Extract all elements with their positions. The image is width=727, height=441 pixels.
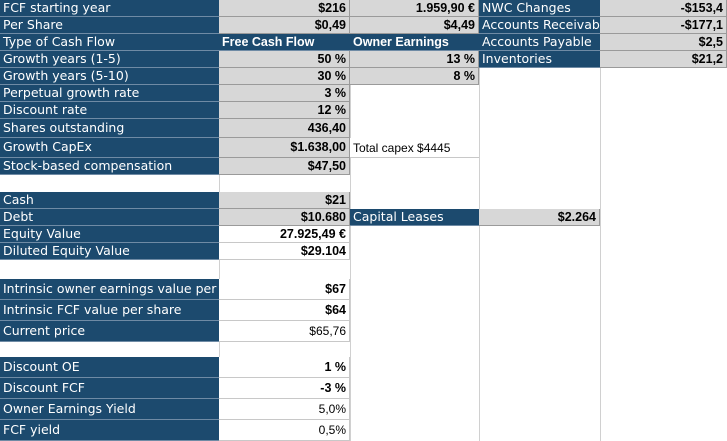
value-cash-flow-type[interactable]: Free Cash Flow	[219, 34, 350, 51]
value-discount-oe: 1 %	[219, 357, 350, 378]
value-intrinsic-oe: $67	[219, 279, 350, 300]
value-per-share[interactable]: $0,49	[219, 17, 350, 34]
label-debt: Debt	[0, 209, 219, 226]
capex-note: Total capex $4445	[350, 138, 479, 158]
value-intrinsic-fcf: $64	[219, 300, 350, 321]
label-discount-oe: Discount OE	[0, 357, 219, 378]
label-perpetual-growth: Perpetual growth rate	[0, 85, 219, 102]
value-nwc-changes[interactable]: -$153,4	[600, 0, 727, 17]
label-diluted-equity-value: Diluted Equity Value	[0, 243, 219, 260]
label-discount-rate: Discount rate	[0, 102, 219, 119]
label-capital-leases: Capital Leases	[350, 209, 479, 226]
label-cash: Cash	[0, 192, 219, 209]
value-diluted-equity-value: $29.104	[219, 243, 350, 260]
label-sbc: Stock-based compensation	[0, 158, 219, 175]
value-growth-capex[interactable]: $1.638,00	[219, 138, 350, 158]
value-equity-value: 27.925,49 €	[219, 226, 350, 243]
label-nwc-changes: NWC Changes	[479, 0, 600, 17]
label-current-price: Current price	[0, 321, 219, 342]
value-discount-fcf: -3 %	[219, 378, 350, 399]
value-sbc[interactable]: $47,50	[219, 158, 350, 175]
value-owner-earnings-yield: 5,0%	[219, 399, 350, 420]
label-fcf-yield: FCF yield	[0, 420, 219, 441]
label-fcf-starting-year: FCF starting year	[0, 0, 219, 17]
value-fcf-yield: 0,5%	[219, 420, 350, 441]
label-intrinsic-oe-value: Intrinsic owner earnings value per share	[0, 279, 219, 300]
value-fcf-starting-year[interactable]: $216	[219, 0, 350, 17]
value-inventories[interactable]: $21,2	[600, 51, 727, 68]
value-discount-rate[interactable]: 12 %	[219, 102, 350, 119]
label-owner-earnings-yield: Owner Earnings Yield	[0, 399, 219, 420]
gridline	[600, 0, 601, 441]
label-growth-1-5: Growth years (1-5)	[0, 51, 219, 68]
label-growth-capex: Growth CapEx	[0, 138, 219, 158]
label-accounts-receivable: Accounts Receivable	[479, 17, 600, 34]
label-growth-5-10: Growth years (5-10)	[0, 68, 219, 85]
owner-earnings-header: Owner Earnings	[350, 34, 479, 51]
value-growth-1-5[interactable]: 50 %	[219, 51, 350, 68]
value-c-1[interactable]: 1.959,90 €	[350, 0, 479, 17]
value-cash[interactable]: $21	[219, 192, 350, 209]
label-shares-outstanding: Shares outstanding	[0, 119, 219, 138]
value-shares-outstanding[interactable]: 436,40	[219, 119, 350, 138]
label-type-of-cash-flow: Type of Cash Flow	[0, 34, 219, 51]
value-c-2[interactable]: $4,49	[350, 17, 479, 34]
label-accounts-payable: Accounts Payable	[479, 34, 600, 51]
value-perpetual-growth[interactable]: 3 %	[219, 85, 350, 102]
value-accounts-receivable[interactable]: -$177,1	[600, 17, 727, 34]
value-debt[interactable]: $10.680	[219, 209, 350, 226]
label-equity-value: Equity Value	[0, 226, 219, 243]
label-discount-fcf: Discount FCF	[0, 378, 219, 399]
value-c-growth-5-10[interactable]: 8 %	[350, 68, 479, 85]
label-inventories: Inventories	[479, 51, 600, 68]
value-capital-leases[interactable]: $2.264	[479, 209, 600, 226]
value-growth-5-10[interactable]: 30 %	[219, 68, 350, 85]
label-intrinsic-fcf-value: Intrinsic FCF value per share	[0, 300, 219, 321]
label-per-share: Per Share	[0, 17, 219, 34]
value-current-price: $65,76	[219, 321, 350, 342]
value-accounts-payable[interactable]: $2,5	[600, 34, 727, 51]
value-c-growth-1-5[interactable]: 13 %	[350, 51, 479, 68]
